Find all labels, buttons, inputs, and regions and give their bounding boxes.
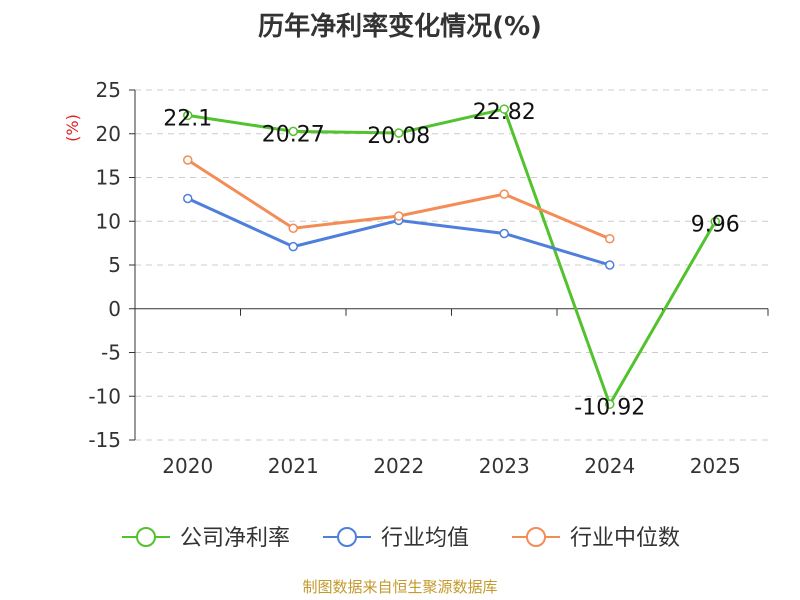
data-point	[394, 211, 404, 221]
x-tick-label-2020: 2020	[162, 454, 213, 478]
x-tick-label-2024: 2024	[584, 454, 635, 478]
data-point	[605, 234, 615, 244]
chart-title: 历年净利率变化情况(%)	[258, 12, 542, 42]
data-label: -10.92	[574, 395, 645, 420]
y-tick-label: 5	[108, 253, 121, 277]
y-tick-label: 10	[96, 209, 121, 233]
data-label: 9.96	[691, 213, 740, 238]
y-tick-label: -5	[101, 341, 121, 365]
y-axis-label: (%)	[63, 114, 82, 142]
data-label: 22.1	[163, 106, 212, 131]
y-tick-label: -15	[88, 428, 121, 452]
legend-label-2: 行业中位数	[570, 526, 680, 551]
series-line-0	[187, 107, 717, 408]
x-tick-label-2022: 2022	[373, 454, 424, 478]
data-point	[605, 260, 615, 270]
x-tick-label-2021: 2021	[268, 454, 319, 478]
data-point	[288, 126, 298, 137]
legend-marker-1	[337, 527, 357, 547]
y-tick-label: 20	[96, 122, 121, 146]
axes: 25 20 15 10 5 0 -5 -10 -15 2020 2021 2022 2023 2024 20…	[63, 78, 769, 478]
data-point	[605, 399, 615, 410]
source-footer: 制图数据来自恒生聚源数据库	[302, 578, 498, 596]
y-tick-label: 15	[96, 166, 121, 190]
legend-marker-2	[526, 527, 546, 547]
y-tick-label: 25	[96, 78, 121, 102]
data-point	[288, 223, 298, 233]
data-labels: 22.1 20.27 20.08 22.82 -10.92 9.96	[163, 100, 739, 420]
data-label: 20.27	[262, 122, 325, 147]
data-point	[288, 241, 298, 252]
legend-marker-0	[136, 527, 156, 547]
data-point	[499, 104, 509, 114]
data-point	[394, 128, 404, 138]
y-tick-label: -10	[88, 384, 121, 408]
legend-label-0: 公司净利率	[180, 526, 290, 551]
data-label: 20.08	[367, 124, 430, 149]
data-point	[183, 155, 193, 165]
legend-label-1: 行业均值	[381, 526, 469, 551]
data-point	[499, 189, 509, 199]
legend: 公司净利率 行业均值 行业中位数	[122, 526, 680, 551]
data-point	[710, 216, 720, 227]
y-tick-label: 0	[108, 297, 121, 321]
series-lines	[183, 104, 720, 410]
series-line-1	[187, 197, 611, 267]
data-label: 22.82	[473, 100, 536, 125]
data-point	[183, 193, 193, 204]
x-tick-label-2023: 2023	[479, 454, 530, 478]
data-point	[499, 228, 509, 239]
grid-lines	[135, 89, 768, 441]
data-point	[183, 110, 193, 121]
x-tick-label-2025: 2025	[690, 454, 741, 478]
